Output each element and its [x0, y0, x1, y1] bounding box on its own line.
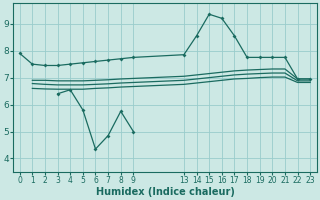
X-axis label: Humidex (Indice chaleur): Humidex (Indice chaleur) — [96, 187, 234, 197]
